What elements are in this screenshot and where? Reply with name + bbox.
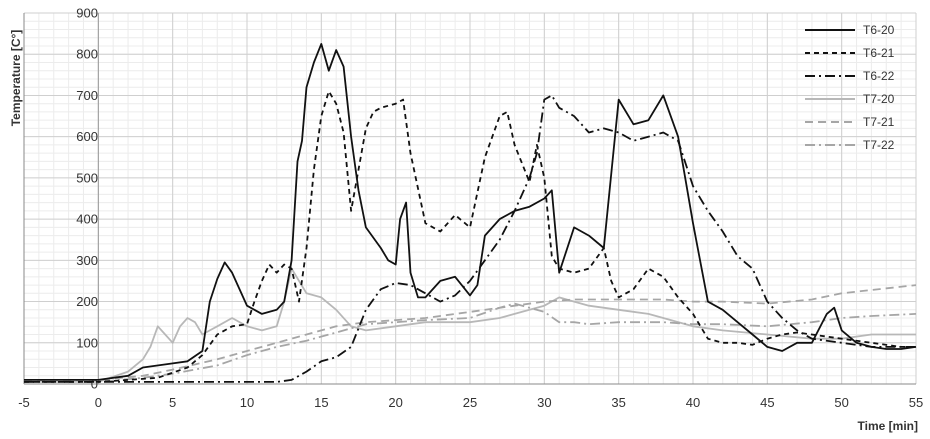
legend-label-t7-20: T7-20 — [863, 92, 895, 106]
legend-label-t6-22: T6-22 — [863, 69, 895, 83]
legend-label-t7-22: T7-22 — [863, 138, 895, 152]
y-tick-label: 300 — [76, 253, 98, 268]
y-tick-labels: 0 100 200 300 400 500 600 700 800 900 — [76, 6, 98, 392]
x-tick-labels: -5 0 5 10 15 20 25 30 35 40 45 50 55 — [18, 395, 923, 410]
y-tick-label: 900 — [76, 6, 98, 21]
x-tick-label: 30 — [537, 395, 551, 410]
series-line-t7-22 — [24, 302, 917, 383]
y-tick-label: 500 — [76, 170, 98, 185]
y-tick-label: 100 — [76, 335, 98, 350]
y-tick-label: 700 — [76, 88, 98, 103]
x-tick-label: 35 — [611, 395, 625, 410]
x-axis-title: Time [min] — [858, 419, 918, 433]
y-tick-label: 800 — [76, 47, 98, 62]
series-line-t7-21 — [24, 284, 917, 381]
y-tick-label: 400 — [76, 212, 98, 227]
x-tick-label: 20 — [388, 395, 402, 410]
y-tick-label: 600 — [76, 129, 98, 144]
x-tick-label: 55 — [909, 395, 923, 410]
legend-label-t7-21: T7-21 — [863, 115, 895, 129]
legend: T6-20 T6-21 T6-22 T7-20 T7-21 T7-22 — [805, 23, 895, 152]
series-line-t6-22 — [24, 94, 916, 383]
series-line-t7-20 — [24, 267, 916, 383]
series-line-t6-21 — [24, 90, 916, 383]
x-tick-label: -5 — [18, 395, 30, 410]
series-line-t6-20 — [24, 43, 917, 381]
x-tick-label: 40 — [686, 395, 700, 410]
x-tick-label: 0 — [95, 395, 102, 410]
legend-label-t6-20: T6-20 — [863, 23, 895, 37]
axes — [23, 13, 916, 385]
y-tick-label: 200 — [76, 294, 98, 309]
series-lines — [24, 43, 917, 383]
x-tick-label: 45 — [760, 395, 774, 410]
legend-label-t6-21: T6-21 — [863, 46, 895, 60]
y-axis-title: Temperature [C°] — [9, 30, 23, 127]
y-tick-label: 0 — [91, 377, 98, 392]
x-tick-label: 5 — [169, 395, 176, 410]
x-tick-label: 50 — [834, 395, 848, 410]
x-tick-label: 10 — [240, 395, 254, 410]
x-tick-label: 15 — [314, 395, 328, 410]
x-tick-label: 25 — [463, 395, 477, 410]
